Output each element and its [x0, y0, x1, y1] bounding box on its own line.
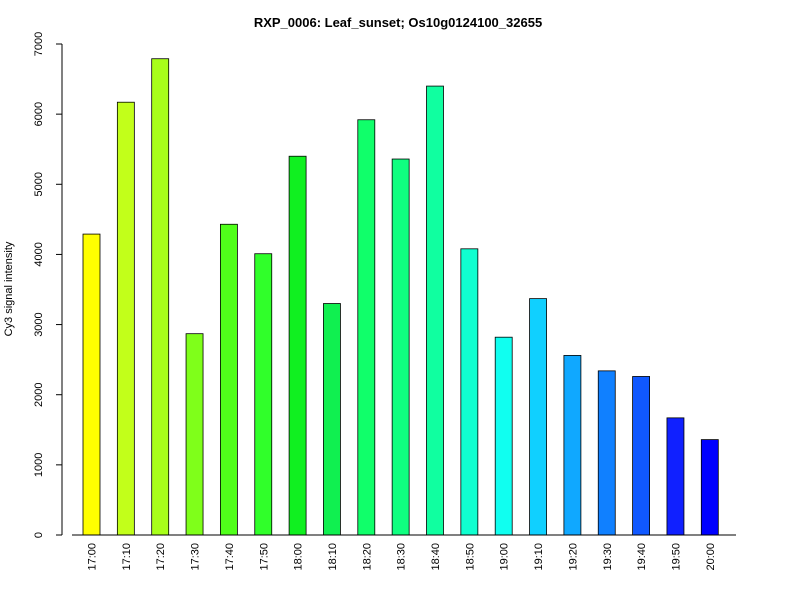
y-tick-label: 2000: [33, 382, 45, 406]
bar-1840: [426, 85, 444, 536]
x-tick-label: 17:50: [258, 543, 270, 571]
bar-1850: [460, 248, 479, 536]
bar-1800: [288, 155, 307, 536]
y-tick-label: 5000: [33, 172, 45, 196]
bar-1810: [323, 303, 341, 536]
x-tick-label: 19:50: [670, 543, 682, 571]
x-tick-label: 18:30: [396, 543, 408, 571]
x-tick-label: 18:00: [293, 543, 305, 571]
x-tick-label: 19:30: [602, 543, 614, 571]
bar-1710: [116, 101, 135, 536]
bar-1750: [254, 253, 273, 536]
bar-1720: [151, 58, 170, 536]
bar-1900: [494, 336, 513, 536]
x-tick-label: 18:10: [327, 543, 339, 571]
x-tick-label: 17:10: [121, 543, 133, 571]
x-tick-label: 19:20: [567, 543, 579, 571]
y-tick-label: 7000: [33, 32, 45, 56]
bar-1910: [529, 298, 547, 536]
x-tick-label: 18:40: [430, 543, 442, 571]
x-tick-label: 18:20: [361, 543, 373, 571]
x-tick-label: 19:10: [533, 543, 545, 571]
bar-1940: [632, 376, 650, 536]
x-axis: 17:00 17:10 17:20 17:30 17:40 17:50 18:00 18:10…: [72, 534, 736, 571]
bar-1740: [219, 223, 238, 536]
x-tick-label: 17:20: [155, 543, 167, 571]
chart-title: RXP_0006: Leaf_sunset; Os10g0124100_3265…: [254, 15, 542, 30]
x-tick-label: 17:40: [224, 543, 236, 571]
y-tick-label: 0: [33, 532, 45, 538]
y-tick-label: 4000: [33, 242, 45, 266]
bar-1920: [563, 355, 582, 536]
bar-1930: [597, 370, 616, 536]
x-tick-label: 17:30: [190, 543, 202, 571]
x-tick-label: 18:50: [464, 543, 476, 571]
y-tick-label: 3000: [33, 312, 45, 336]
bars-group: [82, 58, 719, 536]
bar-1730: [185, 333, 204, 536]
y-tick-label: 6000: [33, 102, 45, 126]
bar-1820: [357, 119, 376, 536]
y-axis: 0 1000 2000 3000 4000 5000 6000 7000: [33, 32, 63, 538]
x-tick-label: 19:00: [499, 543, 511, 571]
bar-1700: [82, 233, 101, 536]
x-tick-label: 17:00: [87, 543, 99, 571]
x-tick-label: 20:00: [705, 543, 717, 571]
y-axis-label: Cy3 signal intensity: [3, 241, 15, 336]
bar-1830: [391, 158, 410, 536]
y-tick-label: 1000: [33, 453, 45, 477]
x-tick-label: 19:40: [636, 543, 648, 571]
bar-2000: [700, 439, 719, 536]
bar-1950: [666, 417, 685, 536]
